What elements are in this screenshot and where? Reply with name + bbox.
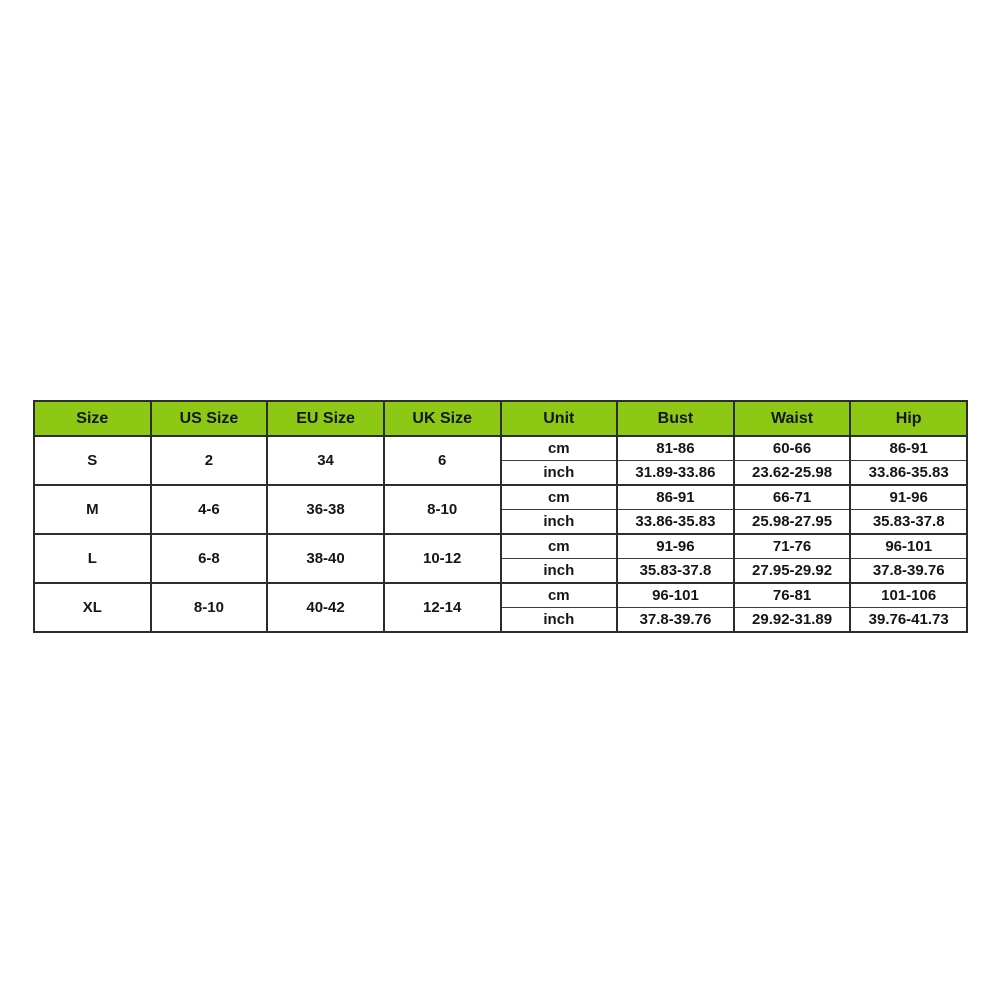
header-cell-unit: Unit [499, 401, 619, 437]
size-chart-body: S 2 34 6 cm 81-86 60-66 86-91 inch 31.89… [33, 435, 968, 632]
cell-size: L [33, 533, 152, 583]
cell-bust: 91-96 [616, 533, 735, 559]
header-cell-us-size: US Size [149, 401, 269, 437]
cell-bust: 96-101 [616, 582, 735, 608]
table-row-l-inch: inch 35.83-37.8 27.95-29.92 37.8-39.76 [34, 558, 968, 583]
header-cell-hip: Hip [849, 401, 968, 437]
header-cell-waist: Waist [732, 401, 852, 437]
cell-bust: 81-86 [616, 435, 735, 461]
cell-bust: 31.89-33.86 [616, 460, 735, 485]
cell-hip: 33.86-35.83 [849, 460, 968, 485]
cell-unit: cm [499, 533, 619, 559]
cell-hip: 35.83-37.8 [849, 509, 968, 534]
cell-hip: 101-106 [849, 582, 968, 608]
cell-unit: cm [499, 582, 619, 608]
size-chart-header: Size US Size EU Size UK Size Unit Bust W… [33, 401, 968, 437]
cell-uk-size: 12-14 [382, 582, 502, 632]
cell-eu-size: 34 [266, 435, 385, 485]
cell-unit: cm [499, 435, 619, 461]
cell-us-size: 6-8 [149, 533, 269, 583]
cell-bust: 35.83-37.8 [616, 558, 735, 583]
cell-bust: 86-91 [616, 484, 735, 510]
header-cell-uk-size: UK Size [382, 401, 502, 437]
cell-size: S [33, 435, 152, 485]
cell-uk-size: 10-12 [382, 533, 502, 583]
cell-eu-size: 38-40 [266, 533, 385, 583]
size-chart-table: Size US Size EU Size UK Size Unit Bust W… [33, 400, 968, 633]
cell-size: M [33, 484, 152, 534]
table-row-m-inch: inch 33.86-35.83 25.98-27.95 35.83-37.8 [34, 509, 968, 534]
header-cell-eu-size: EU Size [266, 401, 385, 437]
cell-waist: 60-66 [732, 435, 852, 461]
cell-waist: 29.92-31.89 [732, 607, 852, 632]
cell-hip: 39.76-41.73 [849, 607, 968, 632]
size-chart-container: Size US Size EU Size UK Size Unit Bust W… [33, 400, 968, 633]
cell-hip: 37.8-39.76 [849, 558, 968, 583]
cell-waist: 27.95-29.92 [732, 558, 852, 583]
table-row-l-cm: L 6-8 38-40 10-12 cm 91-96 71-76 96-101 [33, 533, 968, 583]
table-row-s-cm: S 2 34 6 cm 81-86 60-66 86-91 [33, 435, 968, 485]
cell-hip: 86-91 [849, 435, 968, 461]
cell-hip: 96-101 [849, 533, 968, 559]
cell-unit: inch [499, 460, 619, 485]
cell-waist: 23.62-25.98 [732, 460, 852, 485]
cell-unit: inch [499, 509, 619, 534]
cell-uk-size: 8-10 [382, 484, 502, 534]
cell-hip: 91-96 [849, 484, 968, 510]
cell-eu-size: 36-38 [266, 484, 385, 534]
table-row-m-cm: M 4-6 36-38 8-10 cm 86-91 66-71 91-96 [33, 484, 968, 534]
cell-size: XL [33, 582, 152, 632]
cell-waist: 25.98-27.95 [732, 509, 852, 534]
header-cell-bust: Bust [616, 401, 735, 437]
cell-bust: 33.86-35.83 [616, 509, 735, 534]
cell-unit: inch [499, 558, 619, 583]
header-row: Size US Size EU Size UK Size Unit Bust W… [33, 401, 968, 437]
cell-bust: 37.8-39.76 [616, 607, 735, 632]
table-row-xl-cm: XL 8-10 40-42 12-14 cm 96-101 76-81 101-… [33, 582, 968, 632]
table-row-s-inch: inch 31.89-33.86 23.62-25.98 33.86-35.83 [34, 460, 968, 485]
cell-waist: 66-71 [732, 484, 852, 510]
cell-eu-size: 40-42 [266, 582, 385, 632]
cell-waist: 76-81 [732, 582, 852, 608]
cell-us-size: 8-10 [149, 582, 269, 632]
cell-unit: cm [499, 484, 619, 510]
cell-us-size: 4-6 [149, 484, 269, 534]
cell-us-size: 2 [149, 435, 269, 485]
cell-uk-size: 6 [382, 435, 502, 485]
cell-unit: inch [499, 607, 619, 632]
cell-waist: 71-76 [732, 533, 852, 559]
header-cell-size: Size [33, 401, 152, 437]
table-row-xl-inch: inch 37.8-39.76 29.92-31.89 39.76-41.73 [34, 607, 968, 632]
